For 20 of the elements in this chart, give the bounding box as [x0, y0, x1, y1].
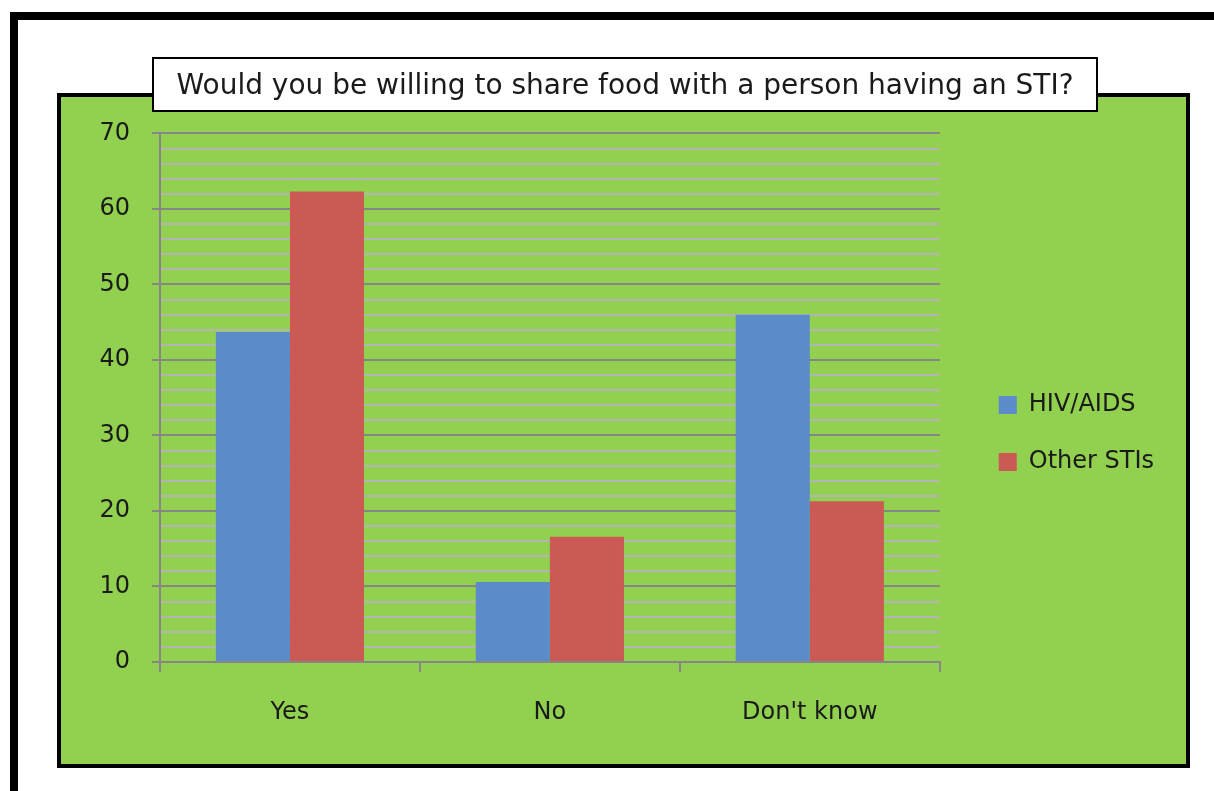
bar	[809, 501, 884, 661]
x-tick-label: No	[533, 696, 567, 725]
x-tick-label: Yes	[269, 696, 310, 725]
x-tick-label: Don't know	[742, 696, 878, 725]
y-tick-label: 50	[99, 268, 130, 297]
y-tick-label: 60	[99, 193, 130, 222]
y-tick-label: 20	[99, 495, 130, 524]
bar	[289, 191, 365, 661]
legend-label: Other STIs	[1028, 446, 1154, 475]
y-tick-label: 10	[99, 570, 130, 599]
y-tick-label: 70	[99, 117, 130, 146]
bar	[475, 581, 550, 661]
chart-title: Would you be willing to share food with a person having an STI?	[152, 57, 1098, 112]
bar	[735, 314, 810, 661]
bar	[215, 332, 290, 661]
y-tick-label: 0	[114, 646, 130, 675]
y-tick-label: 40	[99, 344, 130, 373]
legend-label: HIV/AIDS	[1028, 389, 1136, 418]
bar	[549, 536, 624, 661]
y-tick-label: 30	[99, 419, 130, 448]
